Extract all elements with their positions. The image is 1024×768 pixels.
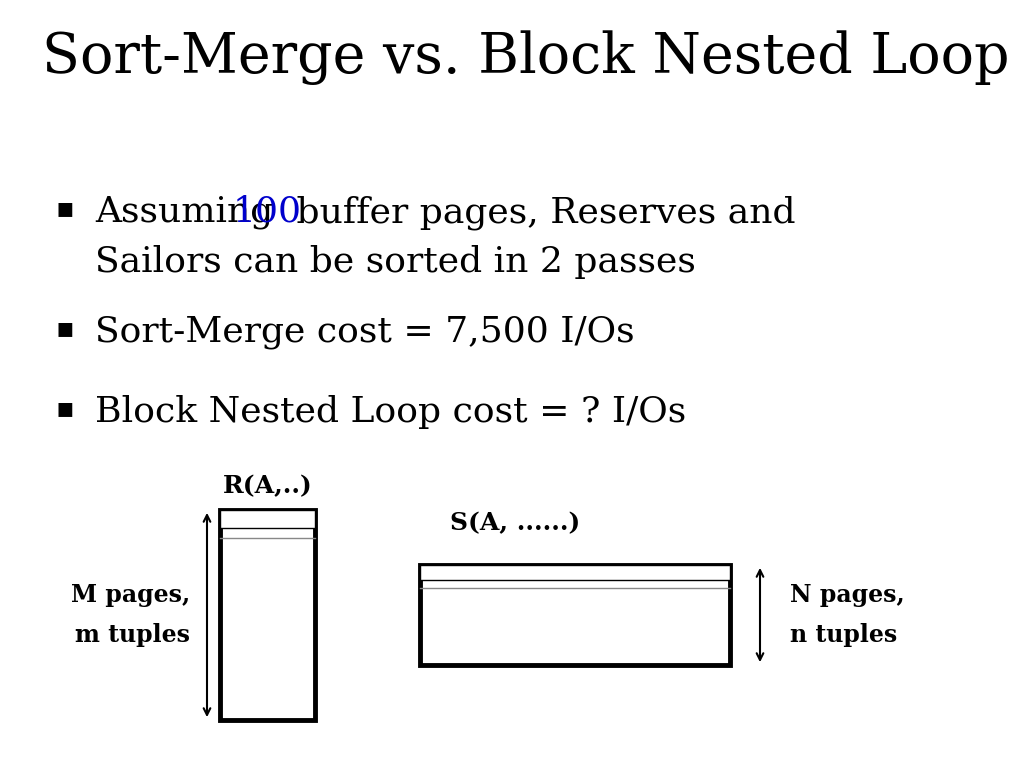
- Bar: [420, 565, 730, 580]
- Text: N pages,: N pages,: [790, 583, 904, 607]
- Text: buffer pages, Reserves and: buffer pages, Reserves and: [285, 195, 796, 230]
- Text: R(A,..): R(A,..): [222, 474, 312, 498]
- Bar: [420, 565, 730, 665]
- Text: 100: 100: [233, 195, 302, 229]
- Text: n tuples: n tuples: [790, 623, 897, 647]
- Text: Assuming: Assuming: [95, 195, 285, 229]
- Text: Sort-Merge cost = 7,500 I/Os: Sort-Merge cost = 7,500 I/Os: [95, 315, 635, 349]
- Text: ▪: ▪: [55, 395, 74, 422]
- Text: ▪: ▪: [55, 195, 74, 222]
- Bar: [220, 510, 315, 720]
- Text: ▪: ▪: [55, 315, 74, 342]
- Text: Sailors can be sorted in 2 passes: Sailors can be sorted in 2 passes: [95, 245, 696, 279]
- Text: Sort-Merge vs. Block Nested Loop: Sort-Merge vs. Block Nested Loop: [42, 30, 1010, 84]
- Text: m tuples: m tuples: [75, 623, 190, 647]
- Bar: [220, 510, 315, 528]
- Text: Block Nested Loop cost = ? I/Os: Block Nested Loop cost = ? I/Os: [95, 395, 686, 429]
- Text: S(A, ......): S(A, ......): [450, 511, 581, 535]
- Text: M pages,: M pages,: [71, 583, 190, 607]
